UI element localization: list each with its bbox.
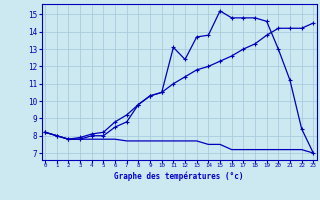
X-axis label: Graphe des températures (°c): Graphe des températures (°c) [115,171,244,181]
